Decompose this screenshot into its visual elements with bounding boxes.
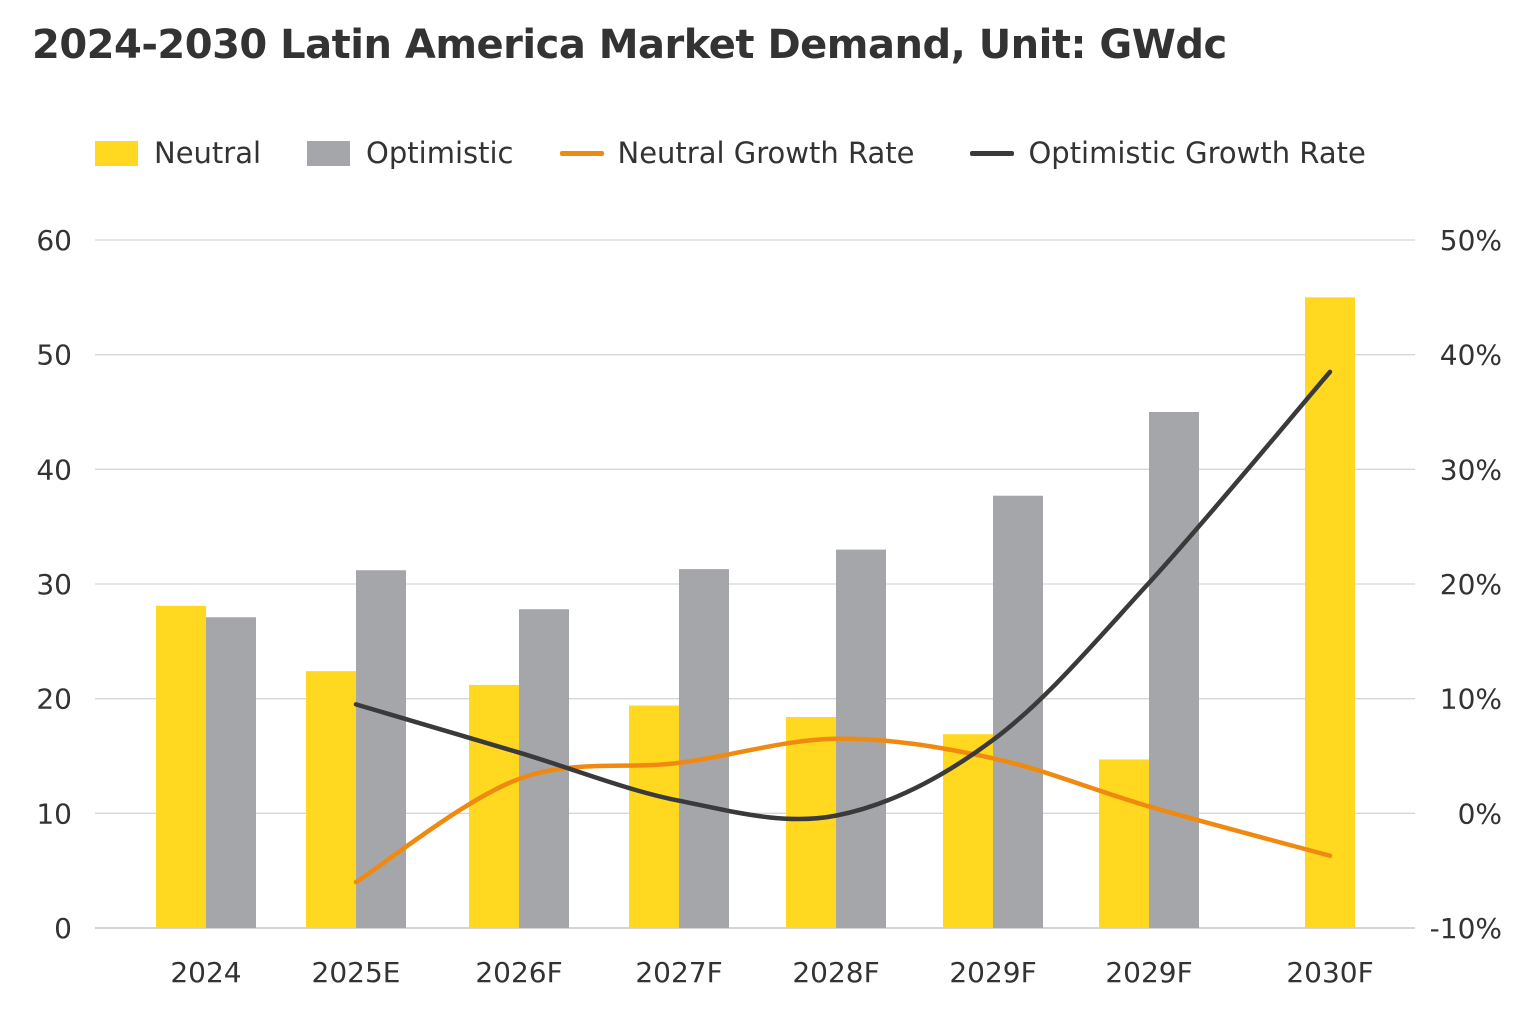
y-left-tick-label: 50 bbox=[36, 339, 72, 372]
x-tick-label: 2030F bbox=[1286, 956, 1373, 989]
bar-optimistic bbox=[1149, 412, 1199, 928]
bar-neutral bbox=[943, 734, 993, 928]
y-left-tick-label: 60 bbox=[36, 224, 72, 257]
legend-item-optimistic: Optimistic bbox=[307, 136, 514, 170]
legend-swatch-optimistic bbox=[307, 140, 351, 166]
line-optimistic-growth-rate bbox=[353, 369, 1333, 822]
bar-optimistic bbox=[993, 495, 1043, 928]
x-tick-label: 2029F bbox=[1105, 956, 1192, 989]
bar-neutral bbox=[1305, 297, 1355, 928]
bar-neutral bbox=[306, 671, 356, 928]
bar-optimistic bbox=[206, 617, 256, 928]
y-left-tick-label: 20 bbox=[36, 683, 72, 716]
y-left-tick-label: 10 bbox=[36, 797, 72, 830]
bar-neutral bbox=[786, 717, 836, 928]
bar-neutral bbox=[1099, 759, 1149, 928]
y-right-tick-label: 50% bbox=[1440, 224, 1502, 257]
x-tick-label: 2025E bbox=[312, 956, 401, 989]
legend-swatch-neutral bbox=[95, 140, 138, 166]
x-tick-label: 2029F bbox=[949, 956, 1036, 989]
y-right-tick-label: 20% bbox=[1440, 568, 1502, 601]
x-tick-label: 2026F bbox=[475, 956, 562, 989]
legend-line-optimistic-growth bbox=[970, 150, 1015, 156]
legend-item-optimistic-growth: Optimistic Growth Rate bbox=[960, 136, 1366, 170]
x-tick-label: 2027F bbox=[635, 956, 722, 989]
bar-neutral bbox=[629, 705, 679, 928]
y-left-tick-label: 0 bbox=[54, 912, 72, 945]
legend-line-neutral-growth bbox=[559, 150, 604, 156]
legend-label: Neutral Growth Rate bbox=[617, 136, 915, 170]
bar-neutral bbox=[156, 605, 206, 928]
y-right-tick-label: 0% bbox=[1458, 797, 1502, 830]
y-right-tick-label: 30% bbox=[1440, 453, 1502, 486]
chart-title: 2024-2030 Latin America Market Demand, U… bbox=[32, 22, 1227, 68]
legend-label: Optimistic bbox=[366, 136, 514, 170]
y-right-tick-label: -10% bbox=[1430, 912, 1502, 945]
y-left-tick-label: 40 bbox=[36, 453, 72, 486]
bar-optimistic bbox=[356, 570, 406, 928]
y-right-tick-label: 40% bbox=[1440, 339, 1502, 372]
legend-label: Optimistic Growth Rate bbox=[1028, 136, 1366, 170]
legend: Neutral Optimistic Neutral Growth Rate O… bbox=[95, 136, 1412, 170]
legend-item-neutral: Neutral bbox=[95, 136, 261, 170]
y-left-tick-label: 30 bbox=[36, 568, 72, 601]
legend-label: Neutral bbox=[154, 136, 262, 170]
bar-optimistic bbox=[679, 569, 729, 928]
x-tick-label: 2024 bbox=[170, 956, 241, 989]
legend-item-neutral-growth: Neutral Growth Rate bbox=[559, 136, 915, 170]
x-tick-label: 2028F bbox=[792, 956, 879, 989]
bar-neutral bbox=[469, 684, 519, 928]
y-right-tick-label: 10% bbox=[1440, 683, 1502, 716]
line-neutral-growth-rate bbox=[353, 736, 1333, 885]
